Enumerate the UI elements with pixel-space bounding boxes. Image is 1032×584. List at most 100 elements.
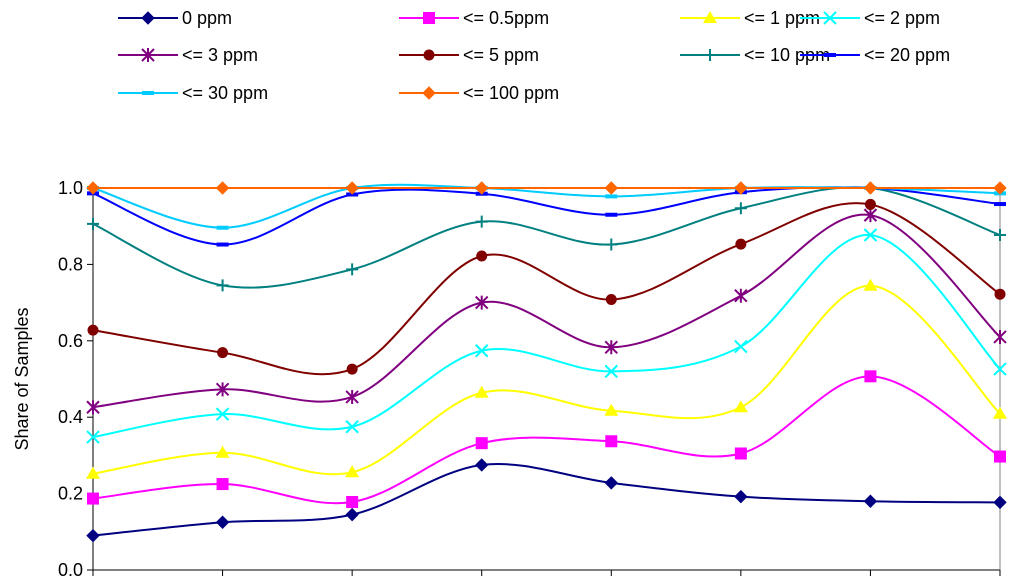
data-point [994,288,1006,300]
legend-marker [703,11,717,23]
data-point [605,194,618,199]
legend-item: <= 0.5ppm [399,8,549,28]
data-point [87,217,99,230]
legend: 0 ppm <= 0.5ppm <= 1 ppm <= 2 ppm <= 3 ppm <=… [118,8,950,103]
data-point [994,450,1006,463]
y-tick-label: 0.2 [58,484,83,504]
series-line [92,284,1001,476]
data-point [215,445,230,458]
data-point [217,347,229,359]
data-point [993,181,1007,195]
data-point [994,202,1006,207]
legend-item: <= 1 ppm [680,8,820,28]
data-point [476,250,488,262]
y-axis-title: Share of Samples [12,307,32,450]
data-point [345,389,359,404]
legend-item: <= 3 ppm [118,45,258,65]
data-point [475,344,489,358]
series-3 [86,228,1007,444]
data-point [346,263,359,276]
legend-item: 0 ppm [118,8,232,28]
legend-marker [141,48,155,62]
data-point [346,496,359,509]
series-layer [86,181,1007,543]
data-point [734,447,747,460]
data-point [863,278,878,291]
data-point [86,181,100,195]
data-point [216,242,229,247]
legend-item: <= 30 ppm [118,83,268,103]
legend-item: <= 100 ppm [399,83,559,103]
data-point [993,329,1007,344]
data-point [86,466,100,479]
legend-label: <= 100 ppm [463,83,559,103]
series-line [92,202,1001,376]
y-ticks: 0.0 0.2 0.4 0.6 0.8 1.0 [58,178,93,580]
legend-marker [422,86,436,100]
legend-marker [423,49,435,61]
legend-item: <= 10 ppm [680,45,830,65]
data-point [605,238,618,251]
data-point [215,407,230,421]
series-line [92,186,1001,289]
plot-area: 0.0 0.2 0.4 0.6 0.8 1.0 199319941995199619971… [58,178,1007,580]
data-point [994,228,1006,241]
data-point [346,363,358,375]
data-point [475,295,489,310]
data-point [475,458,489,472]
legend-label: <= 10 ppm [744,45,830,65]
legend-item: <= 5 ppm [399,45,539,65]
legend-label: <= 20 ppm [864,45,950,65]
series-line [92,213,1001,409]
data-point [475,181,489,195]
data-point [216,478,229,491]
data-point [345,420,359,434]
data-point [604,181,618,195]
data-point [475,437,488,450]
legend-marker [823,11,837,25]
y-tick-label: 0.8 [58,254,83,274]
data-point [604,403,619,416]
series-1 [87,370,1006,509]
series-2 [86,278,1007,479]
data-point [734,489,748,504]
legend-marker [141,11,155,25]
series-5 [87,198,1006,376]
data-point [604,364,618,379]
data-point [215,382,230,397]
legend-marker [704,49,716,61]
legend-marker [142,91,154,95]
data-point [735,238,747,250]
data-point [345,507,359,522]
legend-item: <= 2 ppm [800,8,940,28]
data-point [733,400,748,413]
data-point [863,208,878,223]
data-point [605,435,618,448]
data-point [87,324,99,336]
series-line [92,375,1001,505]
data-point [993,495,1007,510]
data-point [86,528,100,543]
y-tick-label: 0.4 [58,407,83,427]
series-line [92,463,1001,537]
data-point [734,202,747,215]
data-point [604,340,618,355]
legend-marker [824,53,836,57]
data-point [993,362,1007,376]
data-point [216,225,229,230]
data-point [864,370,877,383]
data-point [605,294,617,306]
legend-label: <= 30 ppm [182,83,268,103]
legend-label: <= 3 ppm [182,45,258,65]
legend-label: 0 ppm [182,8,232,28]
data-point [86,400,100,415]
data-point [863,181,878,195]
data-point [345,181,359,195]
y-tick-label: 0.0 [58,560,83,580]
series-line [92,233,1001,439]
y-tick-label: 1.0 [58,178,83,198]
data-point [993,406,1007,419]
data-point [734,181,748,195]
legend-label: <= 5 ppm [463,45,539,65]
data-point [734,339,748,354]
